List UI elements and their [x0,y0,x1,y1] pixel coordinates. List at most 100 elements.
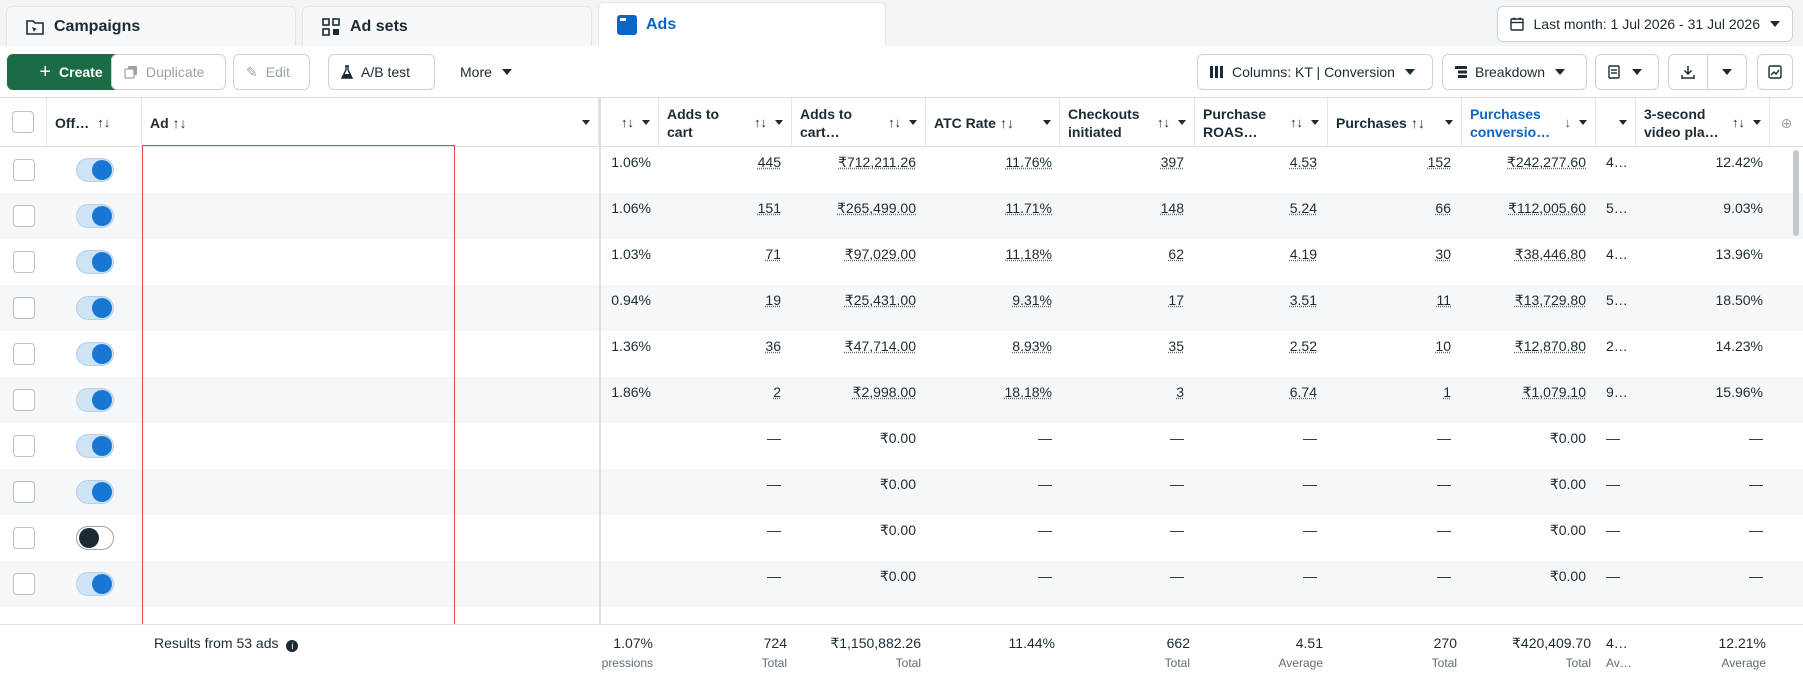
delivery-toggle[interactable] [76,526,114,550]
cell-chk[interactable]: 62 [1060,239,1184,285]
cell-roas[interactable]: — [1195,515,1317,561]
cell-chk[interactable]: — [1060,423,1184,469]
column-header-atc-rate[interactable]: ATC Rate ↑↓ [926,98,1060,147]
table-row[interactable]: 1.06% 445 ₹712,211.26 11.76% 397 4.53 152 ₹242,… [0,147,1803,193]
cell-chk[interactable]: 3 [1060,377,1184,423]
table-row[interactable]: 1.36% 36 ₹47,714.00 8.93% 35 2.52 10 ₹12,870.80… [0,331,1803,377]
row-checkbox[interactable] [13,297,35,319]
cell-atc[interactable]: — [659,423,781,469]
tab-ad-sets[interactable]: Ad sets [302,6,592,46]
cell-atc[interactable]: 36 [659,331,781,377]
cell-atcv[interactable]: ₹265,499.00 [792,193,916,239]
cell-roas[interactable]: 6.74 [1195,377,1317,423]
row-checkbox[interactable] [13,159,35,181]
cell-atc[interactable]: 71 [659,239,781,285]
cell-atc[interactable]: 2 [659,377,781,423]
tab-campaigns[interactable]: Campaigns [6,6,296,46]
vertical-scrollbar[interactable] [1793,150,1799,236]
cell-chk[interactable]: — [1060,515,1184,561]
table-row[interactable]: 1.06% 151 ₹265,499.00 11.71% 148 5.24 66 ₹112,0… [0,193,1803,239]
column-header-adds-to-cart-value[interactable]: Adds to cart… ↑↓ [792,98,926,147]
cell-pur[interactable]: — [1328,561,1451,607]
cell-rate[interactable]: 18.18% [926,377,1052,423]
table-row[interactable]: — ₹0.00 — — — — ₹0.00 — — [0,515,1803,561]
duplicate-button[interactable]: Duplicate [111,54,226,90]
cell-atcv[interactable]: ₹25,431.00 [792,285,916,331]
table-row[interactable]: — ₹0.00 — — — — ₹0.00 — — [0,423,1803,469]
cell-roas[interactable]: — [1195,469,1317,515]
column-header-collapsed[interactable] [1596,98,1636,147]
cell-rate[interactable]: — [926,469,1052,515]
table-row[interactable]: 1.03% 71 ₹97,029.00 11.18% 62 4.19 30 ₹38,446.8… [0,239,1803,285]
date-range-picker[interactable]: Last month: 1 Jul 2026 - 31 Jul 2026 [1496,6,1793,42]
cell-atcv[interactable]: ₹2,998.00 [792,377,916,423]
cell-rate[interactable]: — [926,423,1052,469]
column-header-off[interactable]: Off… ↑↓ [47,98,142,147]
column-header-purchases[interactable]: Purchases ↑↓ [1328,98,1462,147]
row-checkbox[interactable] [13,481,35,503]
cell-pur[interactable]: 30 [1328,239,1451,285]
cell-chk[interactable]: — [1060,469,1184,515]
cell-pur[interactable]: — [1328,469,1451,515]
cell-pur[interactable]: 1 [1328,377,1451,423]
cell-rate[interactable]: 11.71% [926,193,1052,239]
column-header-ad[interactable]: Ad ↑↓ [142,98,599,147]
more-button[interactable]: More [447,54,525,90]
cell-atc[interactable]: — [659,561,781,607]
cell-atcv[interactable]: ₹0.00 [792,561,916,607]
cell-atc[interactable]: 445 [659,147,781,193]
row-checkbox[interactable] [13,527,35,549]
tab-ads[interactable]: Ads [598,2,886,46]
row-checkbox[interactable] [13,435,35,457]
cell-atc[interactable]: 151 [659,193,781,239]
delivery-toggle[interactable] [76,480,114,504]
cell-chk[interactable]: — [1060,561,1184,607]
cell-pconv[interactable]: ₹38,446.80 [1462,239,1586,285]
add-column-button[interactable]: ⊕ [1770,98,1803,147]
delivery-toggle[interactable] [76,388,114,412]
table-row[interactable]: 1.86% 2 ₹2,998.00 18.18% 3 6.74 1 ₹1,079.10 9… 15… [0,377,1803,423]
cell-pur[interactable]: 66 [1328,193,1451,239]
create-button[interactable]: + Create [7,54,135,90]
cell-chk[interactable]: 148 [1060,193,1184,239]
delivery-toggle[interactable] [76,572,114,596]
row-checkbox[interactable] [13,205,35,227]
cell-chk[interactable]: 17 [1060,285,1184,331]
cell-pconv[interactable]: ₹0.00 [1462,515,1586,561]
table-row[interactable]: — ₹0.00 — — — — ₹0.00 — — [0,561,1803,607]
cell-pconv[interactable]: ₹0.00 [1462,469,1586,515]
cell-rate[interactable]: — [926,515,1052,561]
cell-roas[interactable]: 2.52 [1195,331,1317,377]
edit-button[interactable]: ✎ Edit [233,54,310,90]
cell-atcv[interactable]: ₹712,211.26 [792,147,916,193]
chart-toggle-button[interactable] [1757,54,1793,90]
cell-pur[interactable]: — [1328,423,1451,469]
reports-button[interactable] [1595,54,1659,90]
select-all-checkbox[interactable] [12,111,34,133]
delivery-toggle[interactable] [76,204,114,228]
columns-button[interactable]: Columns: KT | Conversion [1197,54,1433,90]
cell-pur[interactable]: 10 [1328,331,1451,377]
cell-atcv[interactable]: ₹0.00 [792,469,916,515]
cell-rate[interactable]: 8.93% [926,331,1052,377]
column-header-purchases-conversion[interactable]: Purchases conversio… ↓ [1462,98,1596,147]
delivery-toggle[interactable] [76,296,114,320]
cell-roas[interactable]: 4.53 [1195,147,1317,193]
row-checkbox[interactable] [13,573,35,595]
cell-rate[interactable]: 11.18% [926,239,1052,285]
cell-roas[interactable]: 4.19 [1195,239,1317,285]
cell-rate[interactable]: 11.76% [926,147,1052,193]
cell-pur[interactable]: — [1328,515,1451,561]
cell-atc[interactable]: — [659,469,781,515]
delivery-toggle[interactable] [76,158,114,182]
cell-pconv[interactable]: ₹0.00 [1462,423,1586,469]
cell-atc[interactable]: — [659,515,781,561]
cell-atc[interactable]: 19 [659,285,781,331]
delivery-toggle[interactable] [76,434,114,458]
cell-chk[interactable]: 35 [1060,331,1184,377]
cell-pconv[interactable]: ₹0.00 [1462,561,1586,607]
column-header-video-plays[interactable]: 3-second video pla… ↑↓ [1636,98,1770,147]
cell-atcv[interactable]: ₹0.00 [792,423,916,469]
row-checkbox[interactable] [13,251,35,273]
cell-roas[interactable]: — [1195,561,1317,607]
